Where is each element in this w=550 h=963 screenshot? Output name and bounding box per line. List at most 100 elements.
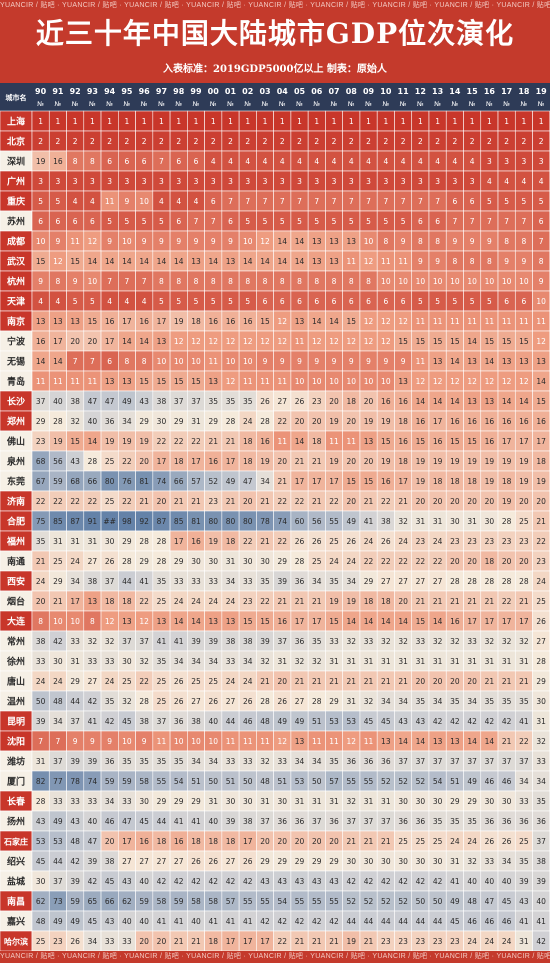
- rank-label: 30: [433, 797, 443, 806]
- rank-label: 9: [228, 237, 233, 246]
- rank-label: 46: [467, 917, 477, 926]
- rank-label: 26: [312, 537, 322, 546]
- rank-label: 39: [70, 877, 80, 886]
- rank-label: 15: [381, 437, 391, 446]
- rank-label: 50: [243, 777, 253, 786]
- rank-label: 19: [519, 457, 529, 466]
- rank-label: 34: [53, 717, 63, 726]
- rank-label: 13: [226, 257, 236, 266]
- rank-label: 36: [519, 817, 529, 826]
- rank-label: 2: [38, 137, 43, 146]
- rank-label: 49: [53, 917, 63, 926]
- city-label: 盐城: [7, 876, 25, 888]
- rank-label: 51: [450, 777, 460, 786]
- rank-label: 20: [467, 557, 477, 566]
- rank-label: 35: [36, 537, 46, 546]
- rank-label: 1: [55, 117, 60, 126]
- rank-label: 41: [174, 917, 184, 926]
- rank-label: 4: [245, 157, 250, 166]
- rank-label: 51: [226, 777, 236, 786]
- rank-label: 14: [260, 257, 270, 266]
- rank-label: 8: [125, 357, 130, 366]
- rank-label: 8: [504, 237, 509, 246]
- rank-label: 13: [157, 617, 167, 626]
- rank-label: 31: [208, 797, 218, 806]
- rank-label: 8: [211, 277, 216, 286]
- rank-label: 59: [70, 897, 80, 906]
- rank-mark: №: [295, 100, 303, 108]
- rank-label: 44: [70, 697, 80, 706]
- rank-label: 18: [433, 477, 443, 486]
- rank-label: 4: [125, 297, 130, 306]
- rank-label: 32: [364, 697, 374, 706]
- rank-label: 20: [329, 837, 339, 846]
- rank-label: 37: [191, 397, 201, 406]
- rank-label: 7: [38, 737, 43, 746]
- rank-label: 12: [174, 337, 184, 346]
- rank-label: 5: [125, 217, 130, 226]
- rank-label: 12: [536, 337, 546, 346]
- rank-label: 21: [347, 677, 357, 686]
- city-label: 福州: [6, 536, 25, 548]
- rank-label: 14: [295, 237, 305, 246]
- rank-label: 12: [347, 337, 357, 346]
- city-label: 武汉: [7, 256, 26, 268]
- rank-label: 2: [73, 137, 78, 146]
- rank-label: 32: [381, 637, 391, 646]
- rank-label: 28: [519, 577, 529, 586]
- rank-label: 7: [280, 197, 285, 206]
- rank-label: 37: [122, 637, 132, 646]
- rank-label: 9: [332, 357, 337, 366]
- rank-label: 16: [398, 437, 408, 446]
- rank-label: 13: [53, 317, 63, 326]
- rank-label: 21: [502, 677, 512, 686]
- rank-label: 30: [364, 857, 374, 866]
- rank-label: 22: [174, 437, 184, 446]
- rank-label: 12: [467, 377, 477, 386]
- rank-label: 10: [467, 277, 477, 286]
- rank-label: 68: [70, 477, 80, 486]
- rank-label: 34: [312, 577, 322, 586]
- rank-label: 54: [277, 897, 287, 906]
- rank-label: 7: [487, 217, 492, 226]
- rank-label: 1: [332, 117, 337, 126]
- rank-label: 9: [349, 357, 354, 366]
- rank-label: 7: [245, 197, 250, 206]
- rank-label: 5: [263, 217, 268, 226]
- rank-label: 51: [191, 777, 201, 786]
- rank-label: 22: [36, 497, 46, 506]
- rank-label: 1: [418, 117, 423, 126]
- rank-label: 28: [260, 417, 270, 426]
- rank-label: 34: [433, 697, 443, 706]
- rank-label: 53: [36, 837, 46, 846]
- rank-label: 30: [208, 557, 218, 566]
- rank-label: 3: [349, 177, 354, 186]
- rank-label: 12: [277, 317, 287, 326]
- rank-label: 14: [295, 437, 305, 446]
- rank-label: 42: [416, 877, 426, 886]
- rank-label: 43: [329, 877, 339, 886]
- rank-label: 9: [435, 257, 440, 266]
- rank-label: 19: [329, 417, 339, 426]
- rank-label: 6: [142, 157, 147, 166]
- rank-label: 26: [208, 857, 218, 866]
- rank-label: 16: [519, 417, 529, 426]
- rank-label: 7: [107, 277, 112, 286]
- rank-label: 21: [174, 497, 184, 506]
- rank-label: 46: [502, 917, 512, 926]
- rank-label: 28: [226, 417, 236, 426]
- rank-label: 68: [36, 457, 46, 466]
- rank-label: 49: [226, 477, 236, 486]
- rank-label: 21: [329, 937, 339, 946]
- rank-label: 6: [332, 297, 337, 306]
- rank-label: 32: [312, 657, 322, 666]
- rank-label: 8: [55, 277, 60, 286]
- rank-label: 1: [245, 117, 250, 126]
- rank-label: 5: [504, 197, 509, 206]
- rank-label: 77: [53, 777, 63, 786]
- rank-label: 30: [398, 857, 408, 866]
- rank-label: 8: [142, 357, 147, 366]
- rank-label: 15: [502, 337, 512, 346]
- rank-label: 11: [208, 357, 218, 366]
- rank-label: 25: [157, 677, 167, 686]
